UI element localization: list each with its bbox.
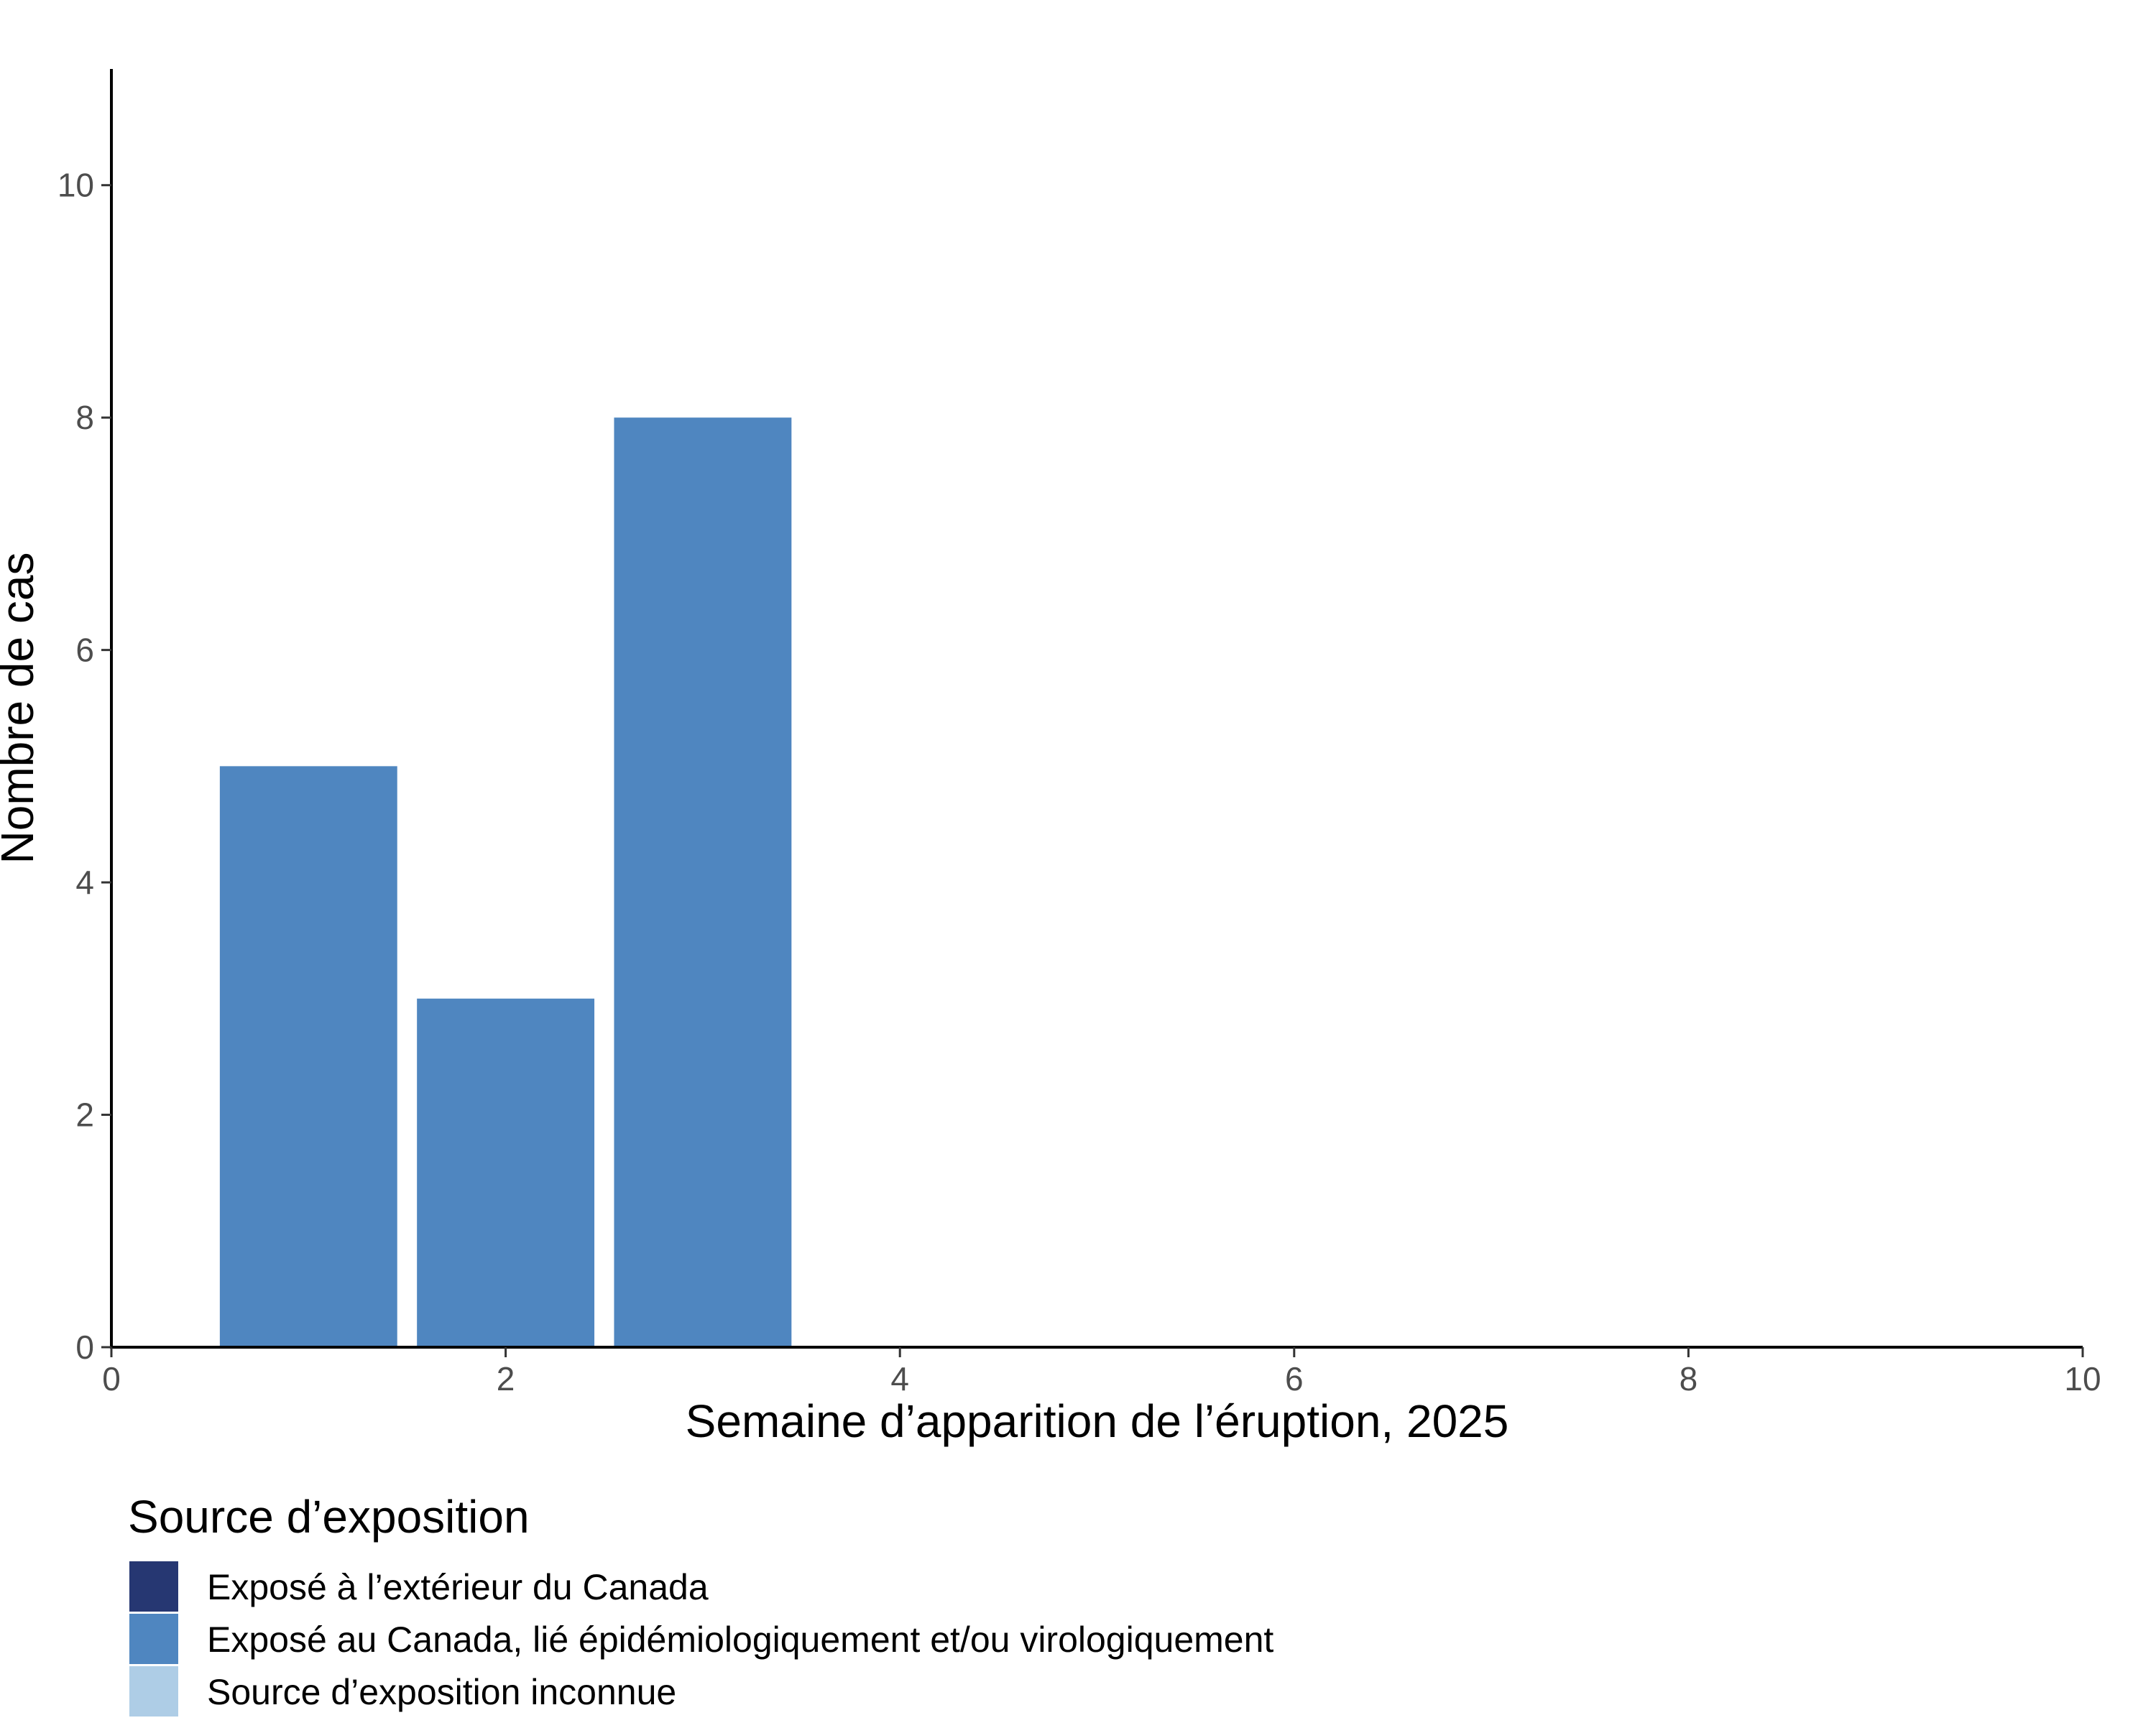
legend-title: Source d’exposition (128, 1491, 530, 1543)
y-axis-title: Nombre de cas (0, 553, 43, 864)
legend-key (129, 1614, 178, 1664)
x-tick-label: 4 (890, 1360, 909, 1397)
y-tick-label: 10 (57, 167, 94, 204)
legend-label: Exposé à l’extérieur du Canada (207, 1567, 709, 1607)
bar-week-3 (614, 417, 792, 1347)
bar-week-2 (417, 998, 595, 1347)
x-tick-label: 10 (2064, 1360, 2101, 1397)
legend: Source d’exposition Exposé à l’extérieur… (128, 1491, 1273, 1717)
y-tick-label: 6 (75, 632, 94, 669)
legend-key (129, 1666, 178, 1717)
x-tick-label: 2 (497, 1360, 515, 1397)
bar-week-1 (219, 766, 397, 1347)
bars-layer (219, 417, 792, 1347)
x-axis-title: Semaine d’apparition de l’éruption, 2025 (686, 1395, 1509, 1447)
y-tick-label: 0 (75, 1329, 94, 1366)
ticks-layer: 0 2 4 6 8 10 0 2 4 6 8 10 (57, 167, 2101, 1397)
y-tick-label: 8 (75, 399, 94, 436)
axes-layer (110, 69, 2083, 1349)
y-tick-label: 4 (75, 864, 94, 901)
legend-label: Source d’exposition inconnue (207, 1672, 676, 1712)
x-tick-label: 0 (102, 1360, 121, 1397)
x-tick-label: 6 (1285, 1360, 1304, 1397)
x-tick-label: 8 (1680, 1360, 1698, 1397)
legend-label: Exposé au Canada, lié épidémiologiquemen… (207, 1620, 1273, 1660)
legend-key (129, 1561, 178, 1612)
y-tick-label: 2 (75, 1096, 94, 1134)
